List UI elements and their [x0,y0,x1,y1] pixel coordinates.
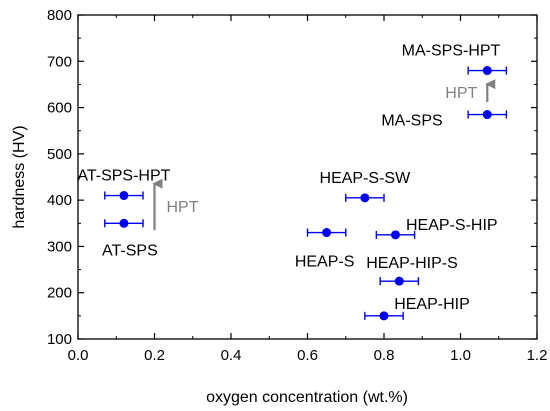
point-label: AT-SPS [102,242,158,259]
data-marks: AT-SPS-HPT AT-SPS HEAP-S-SW HEAP-S HEAP-S-HI… [77,43,508,321]
point-label: HEAP-S-HIP [406,217,498,234]
y-tick-label: 700 [47,53,72,70]
data-point [119,218,129,228]
axes: 0.0 0.2 0.4 0.6 0.8 1.0 1.2 100 200 300 400 500 600 7… [47,7,547,364]
point-label: HEAP-HIP [394,296,470,313]
y-tick-label: 100 [47,331,72,348]
x-tick-label: 1.0 [450,347,471,364]
x-tick-label: 0.0 [68,347,89,364]
y-tick-label: 800 [47,7,72,24]
y-axis-label: hardness (HV) [11,125,28,228]
x-tick-label: 0.6 [297,347,318,364]
data-point [482,110,492,120]
y-tick-label: 600 [47,100,72,117]
data-point [394,276,404,286]
point-label: HEAP-S [295,254,355,271]
point-label: HEAP-HIP-S [366,255,458,272]
point-label: MA-SPS-HPT [402,43,501,60]
x-tick-label: 0.4 [221,347,242,364]
point-label: AT-SPS-HPT [77,168,170,185]
x-tick-label: 0.2 [144,347,165,364]
x-axis-label: oxygen concentration (wt.%) [206,389,408,406]
data-point [322,228,332,238]
y-tick-label: 300 [47,238,72,255]
x-tick-label: 0.8 [374,347,395,364]
y-tick-label: 400 [47,192,72,209]
point-label: HEAP-S-SW [320,170,412,187]
y-tick-label: 200 [47,285,72,302]
data-point [390,230,400,240]
data-point [379,311,389,321]
hpt-arrow-label: HPT [167,199,199,216]
y-tick-label: 500 [47,146,72,163]
data-point [119,191,129,201]
data-point [360,193,370,203]
x-tick-label: 1.2 [527,347,548,364]
hpt-arrow-label: HPT [445,85,477,102]
point-label: MA-SPS [381,113,442,130]
data-point [482,66,492,76]
